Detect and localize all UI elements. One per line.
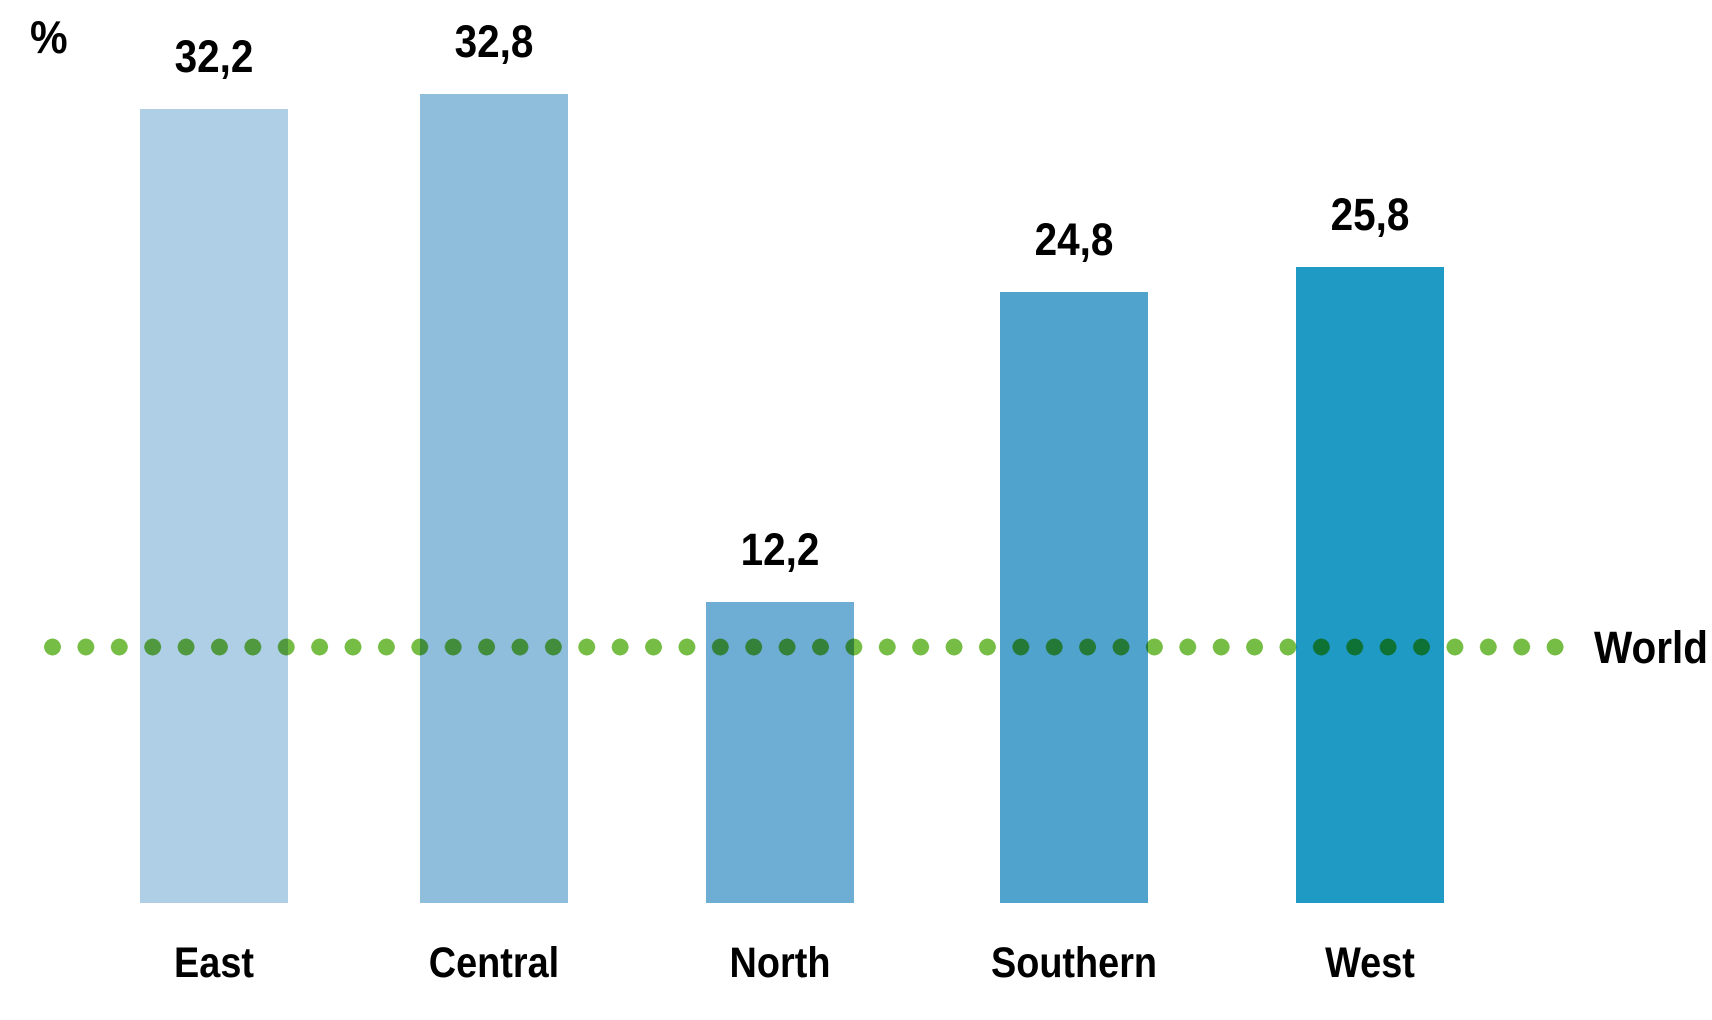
bar-value-label-west: 25,8 (1330, 189, 1410, 240)
bar-value-label-east: 32,2 (174, 31, 254, 82)
category-label-southern: Southern (990, 939, 1158, 987)
bar-east (140, 109, 288, 903)
category-label-central: Central (428, 939, 560, 987)
bar-value-label-central: 32,8 (454, 16, 534, 67)
category-label-west: West (1325, 939, 1415, 987)
category-label-north: North (729, 939, 831, 987)
bar-central (420, 94, 568, 903)
bar-west (1296, 267, 1444, 903)
world-reference-line (44, 637, 1580, 656)
bar-southern (1000, 292, 1148, 903)
bar-value-label-north: 12,2 (740, 524, 820, 575)
y-axis-unit-label: % (30, 11, 68, 63)
category-label-east: East (174, 939, 254, 987)
world-reference-label: World (1594, 621, 1708, 673)
bar-value-label-southern: 24,8 (1034, 214, 1114, 265)
